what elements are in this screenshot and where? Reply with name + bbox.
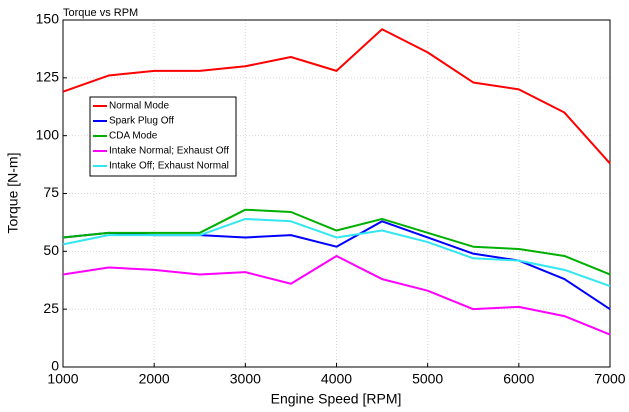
x-tick-label: 5000 <box>412 371 443 387</box>
x-tick-label: 3000 <box>230 371 261 387</box>
legend: Normal Mode Spark Plug Off CDA Mode Intake … <box>89 96 237 177</box>
y-tick-label: 25 <box>43 300 59 316</box>
x-tick-label: 2000 <box>139 371 170 387</box>
y-axis-label: Torque [N-m] <box>5 153 21 234</box>
legend-label: CDA Mode <box>109 131 158 142</box>
legend-box <box>89 96 237 177</box>
y-tick-label: 125 <box>36 69 60 85</box>
legend-label: Normal Mode <box>109 101 169 112</box>
line-series <box>62 217 611 287</box>
legend-label: Intake Off; Exhaust Normal <box>109 161 229 172</box>
line-series <box>62 208 611 276</box>
legend-label: Spark Plug Off <box>109 116 174 127</box>
x-tick-label: 4000 <box>321 371 352 387</box>
line-series <box>62 254 611 336</box>
x-tick-label: 1000 <box>47 371 78 387</box>
line-series <box>62 28 611 165</box>
chart-title: Torque vs RPM <box>63 7 138 19</box>
x-tick-label: 6000 <box>503 371 534 387</box>
x-axis-label: Engine Speed [RPM] <box>271 391 402 407</box>
y-tick-label: 50 <box>43 242 59 258</box>
x-tick-label: 7000 <box>594 371 625 387</box>
y-tick-label: 100 <box>36 126 60 142</box>
y-tick-label: 75 <box>43 184 59 200</box>
legend-label: Intake Normal; Exhaust Off <box>109 146 229 157</box>
y-tick-label: 150 <box>36 11 60 27</box>
plot-frame <box>62 19 611 368</box>
y-tick-label: 0 <box>51 358 59 374</box>
